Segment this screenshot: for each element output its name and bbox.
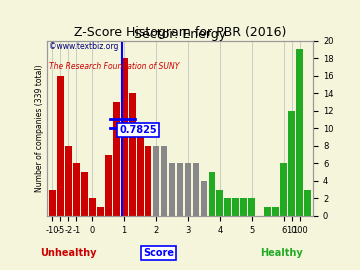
Bar [73,163,80,216]
Title: Z-Score Histogram for PBR (2016): Z-Score Histogram for PBR (2016) [74,26,286,39]
Bar [201,181,207,216]
Bar [113,102,120,216]
Bar [105,154,112,216]
Bar [296,49,303,216]
Bar [304,190,311,216]
Bar [153,146,159,216]
Y-axis label: Number of companies (339 total): Number of companies (339 total) [35,65,44,192]
Text: Unhealthy: Unhealthy [40,248,96,258]
Bar [97,207,104,216]
Bar [65,146,72,216]
Bar [264,207,271,216]
Bar [121,58,127,216]
Bar [185,163,192,216]
Bar [129,93,135,216]
Bar [272,207,279,216]
Text: 0.7825: 0.7825 [120,125,157,135]
Bar [233,198,239,216]
Text: Healthy: Healthy [260,248,303,258]
Bar [161,146,167,216]
Text: Sector: Energy: Sector: Energy [134,28,226,41]
Bar [168,163,175,216]
Bar [288,111,295,216]
Bar [280,163,287,216]
Bar [216,190,223,216]
Bar [49,190,56,216]
Bar [89,198,96,216]
Bar [137,137,144,216]
Bar [193,163,199,216]
Text: The Research Foundation of SUNY: The Research Foundation of SUNY [49,62,180,70]
Bar [240,198,247,216]
Bar [177,163,183,216]
Bar [145,146,152,216]
Bar [248,198,255,216]
Bar [57,76,64,216]
Text: Score: Score [143,248,174,258]
Text: ©www.textbiz.org: ©www.textbiz.org [49,42,119,51]
Bar [225,198,231,216]
Bar [81,172,88,216]
Bar [208,172,215,216]
